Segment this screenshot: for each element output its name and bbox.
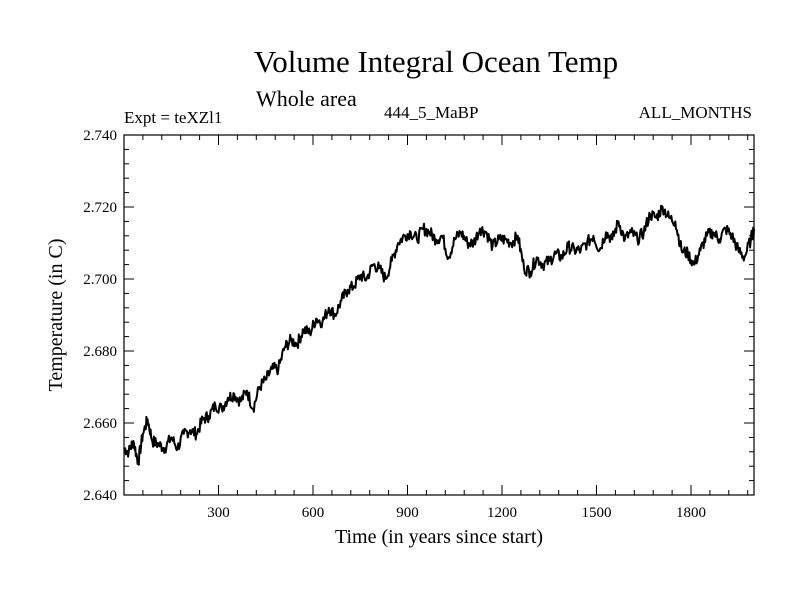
plot-frame: [123, 134, 755, 496]
x-tick-labels: 300 600 900 1200 1500 1800: [207, 505, 706, 521]
x-tick-label: 300: [207, 505, 230, 521]
x-tick-label: 1800: [676, 505, 706, 521]
y-tick-label: 2.740: [83, 128, 117, 144]
x-tick-label: 1500: [582, 505, 612, 521]
y-tick-label: 2.680: [83, 344, 117, 360]
y-tick-label: 2.700: [83, 272, 117, 288]
x-axis-title: Time (in years since start): [335, 526, 543, 548]
months-label: ALL_MONTHS: [638, 103, 752, 122]
period-label: 444_5_MaBP: [384, 103, 479, 122]
series-line: [123, 204, 755, 466]
y-tick-label: 2.660: [83, 416, 117, 432]
y-tick-label: 2.720: [83, 200, 117, 216]
experiment-label: Expt = teXZl1: [124, 108, 223, 127]
chart-subtitle: Whole area: [256, 86, 357, 111]
x-tick-label: 600: [302, 505, 325, 521]
y-axis-title: Temperature (in C): [45, 239, 67, 392]
y-tick-label: 2.640: [83, 488, 117, 504]
x-tick-label: 1200: [487, 505, 517, 521]
chart-title: Volume Integral Ocean Temp: [253, 44, 619, 79]
axis-ticks: [124, 135, 754, 495]
x-tick-label: 900: [396, 505, 419, 521]
y-tick-labels: 2.640 2.660 2.680 2.700 2.720 2.740: [83, 128, 117, 504]
